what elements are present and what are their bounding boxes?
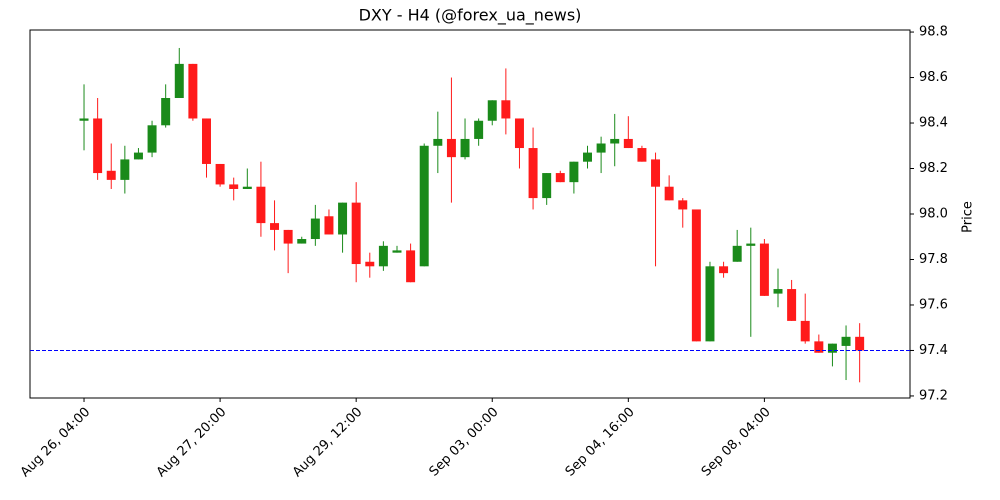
- candle-body: [229, 184, 239, 189]
- candle-body: [705, 266, 715, 342]
- candle-body: [174, 63, 184, 99]
- candle-body: [855, 336, 865, 351]
- candle-body: [542, 173, 552, 199]
- candle-body: [528, 148, 538, 199]
- candle-body: [841, 336, 851, 346]
- candle-body: [406, 250, 416, 283]
- candle-body: [746, 243, 756, 246]
- y-axis-label: Price: [961, 201, 976, 233]
- candle-body: [106, 170, 116, 180]
- candle-body: [392, 250, 402, 253]
- y-tick-label: 98.6: [919, 70, 948, 85]
- candle-body: [651, 159, 661, 187]
- candle-body: [310, 218, 320, 240]
- candle-body: [324, 216, 334, 235]
- candle-body: [759, 243, 769, 296]
- candle-body: [133, 152, 143, 160]
- candle-body: [773, 289, 783, 294]
- candle-body: [270, 223, 280, 230]
- candle-body: [827, 343, 837, 353]
- candle-body: [787, 289, 797, 321]
- candle-body: [147, 125, 157, 153]
- candle-body: [514, 118, 524, 149]
- candle-body: [201, 118, 211, 164]
- candle-body: [719, 266, 729, 274]
- y-tick-label: 97.2: [919, 388, 948, 403]
- candle-body: [569, 161, 579, 183]
- candle-body: [800, 320, 810, 342]
- candle-body: [460, 138, 470, 158]
- x-tick-label: Sep 03, 00:00: [427, 405, 502, 480]
- x-tick-label: Aug 29, 12:00: [290, 405, 366, 481]
- y-tick-label: 98.2: [919, 161, 948, 176]
- candle-body: [637, 148, 647, 162]
- candle-body: [338, 202, 348, 235]
- x-tick-label: Sep 04, 16:00: [563, 405, 638, 480]
- candle-body: [188, 63, 198, 119]
- candle-body: [664, 186, 674, 201]
- candle-body: [351, 202, 361, 265]
- candle-body: [79, 118, 89, 121]
- candle-body: [215, 163, 225, 185]
- candle-body: [732, 245, 742, 262]
- x-tick-label: Sep 08, 04:00: [699, 405, 774, 480]
- candle-body: [365, 261, 375, 267]
- candle-body: [610, 138, 620, 144]
- candle-body: [623, 138, 633, 149]
- y-tick-label: 98.8: [919, 25, 948, 40]
- x-tick-label: Aug 27, 20:00: [154, 405, 230, 481]
- candle-body: [501, 100, 511, 119]
- candle-body: [419, 145, 429, 267]
- candle-body: [583, 152, 592, 162]
- candle-body: [120, 159, 130, 180]
- candle-body: [678, 200, 688, 210]
- candle-body: [433, 138, 443, 146]
- candle-body: [378, 245, 388, 267]
- x-tick-label: Aug 26, 04:00: [18, 405, 94, 481]
- y-tick-label: 97.4: [919, 343, 948, 358]
- candle-body: [691, 209, 701, 342]
- candle-body: [596, 143, 606, 153]
- candle-body: [161, 98, 171, 126]
- candle-body: [446, 138, 456, 158]
- candle-body: [93, 118, 103, 174]
- candle-body: [297, 239, 307, 244]
- y-tick-label: 98.0: [919, 207, 948, 222]
- candle-body: [487, 100, 497, 121]
- candle-body: [242, 186, 252, 189]
- y-tick-label: 98.4: [919, 116, 948, 131]
- plot-frame: [29, 29, 911, 399]
- candle-body: [256, 186, 266, 224]
- y-tick-label: 97.8: [919, 252, 948, 267]
- chart-title: DXY - H4 (@forex_ua_news): [359, 6, 582, 26]
- y-tick-label: 97.6: [919, 297, 948, 312]
- candle-body: [474, 120, 484, 139]
- candle-body: [283, 229, 293, 244]
- candle-body: [814, 341, 824, 353]
- candle-body: [555, 173, 565, 183]
